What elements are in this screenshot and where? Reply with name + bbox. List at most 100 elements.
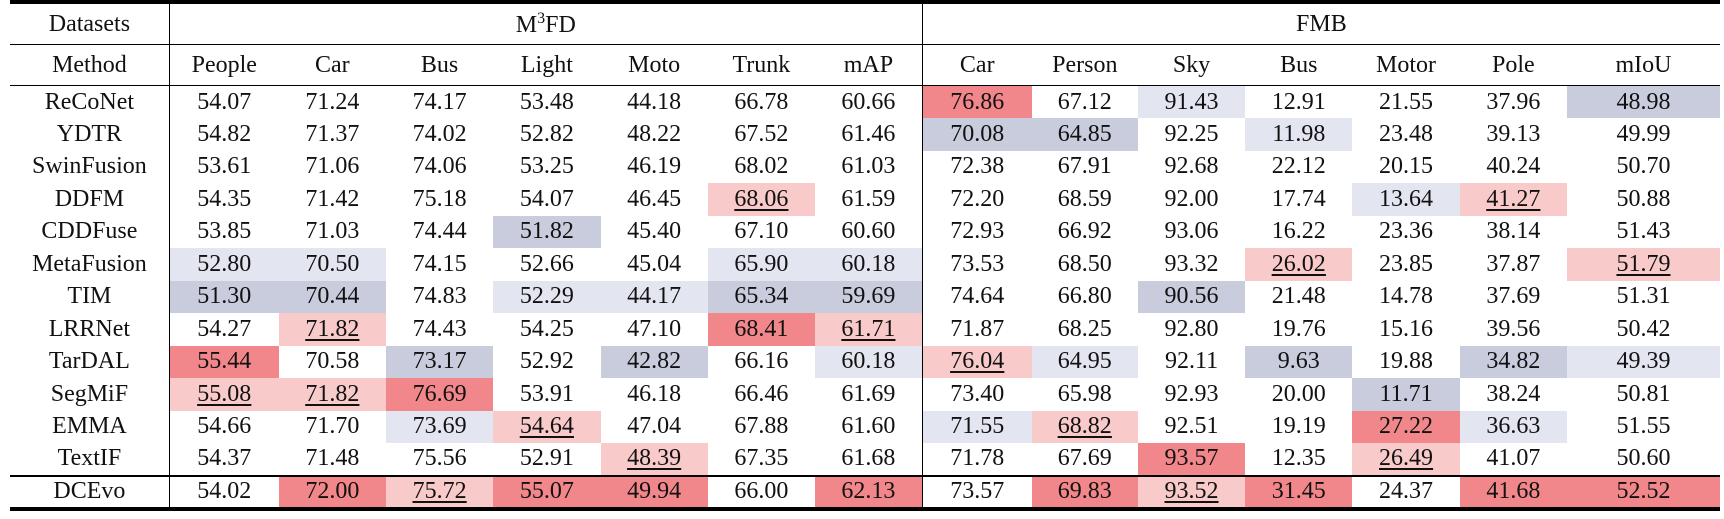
metric-cell: 54.07 — [169, 85, 279, 118]
metric-cell: 36.63 — [1459, 410, 1567, 443]
metric-cell: 68.59 — [1032, 183, 1138, 216]
metric-value: 93.06 — [1164, 218, 1219, 245]
metric-value: 66.46 — [734, 380, 789, 407]
method-name: MetaFusion — [10, 248, 170, 281]
metric-value: 47.04 — [627, 413, 682, 440]
metric-cell: 68.25 — [1032, 313, 1138, 346]
metric-cell: 37.96 — [1459, 85, 1567, 118]
metric-value: 76.69 — [412, 380, 467, 407]
metric-value: 69.83 — [1057, 478, 1112, 504]
metric-value: 13.64 — [1379, 185, 1434, 212]
metric-cell: 50.70 — [1567, 151, 1720, 184]
metric-value: 52.52 — [1616, 478, 1671, 504]
metric-cell: 39.13 — [1460, 118, 1567, 151]
metric-cell: 61.03 — [815, 150, 923, 183]
metric-value: 65.34 — [734, 283, 789, 310]
metric-value: 55.44 — [197, 348, 252, 375]
metric-value: 37.87 — [1486, 250, 1541, 277]
metric-value: 71.82 — [305, 315, 360, 342]
metric-cell: 12.35 — [1245, 443, 1352, 476]
metric-value: 74.83 — [412, 283, 467, 310]
metric-value: 19.76 — [1271, 315, 1326, 342]
metric-value: 70.50 — [305, 250, 360, 277]
metric-value: 60.60 — [841, 218, 896, 245]
metric-value: 19.88 — [1379, 348, 1434, 375]
metric-value: 14.78 — [1379, 283, 1434, 310]
metric-cell: 74.02 — [386, 118, 493, 151]
metric-cell: 67.35 — [708, 443, 815, 476]
comparison-table: Datasets M3FD FMB Method People Car Bus Ligh… — [10, 0, 1720, 511]
metric-cell: 27.22 — [1352, 410, 1460, 443]
metric-cell: 24.37 — [1352, 474, 1460, 511]
metric-value: 66.92 — [1057, 218, 1112, 245]
metric-value: 51.30 — [197, 283, 252, 310]
metric-cell: 53.25 — [493, 151, 600, 184]
metric-value: 76.86 — [950, 88, 1005, 115]
metric-value: 73.57 — [950, 478, 1005, 504]
metric-cell: 59.69 — [815, 280, 923, 313]
metric-cell: 66.16 — [708, 346, 815, 379]
metric-cell: 19.19 — [1245, 411, 1352, 444]
metric-cell: 41.68 — [1459, 474, 1567, 511]
metric-value: 71.48 — [305, 445, 360, 472]
metric-cell: 92.93 — [1138, 378, 1245, 411]
metric-cell: 75.18 — [386, 183, 493, 216]
metric-value: 50.60 — [1616, 445, 1671, 472]
metric-value: 51.79 — [1616, 250, 1671, 277]
metric-cell: 65.34 — [707, 280, 816, 313]
metric-value: 11.98 — [1272, 120, 1326, 147]
metric-cell: 73.69 — [385, 410, 494, 443]
metric-cell: 49.39 — [1566, 345, 1720, 378]
metric-cell: 51.30 — [169, 280, 279, 313]
metric-cell: 51.79 — [1566, 248, 1720, 281]
metric-cell: 76.04 — [922, 345, 1032, 378]
column-header: Trunk — [707, 44, 816, 86]
metric-cell: 74.44 — [386, 216, 493, 249]
metric-value: 61.71 — [841, 315, 896, 342]
metric-cell: 41.07 — [1460, 443, 1567, 476]
metric-value: 54.82 — [197, 120, 252, 147]
metric-cell: 53.91 — [493, 378, 600, 411]
metric-value: 54.37 — [197, 445, 252, 472]
metric-cell: 64.95 — [1031, 345, 1138, 378]
method-name: ReCoNet — [10, 85, 170, 118]
metric-cell: 71.03 — [279, 216, 386, 249]
metric-value: 65.90 — [734, 250, 789, 277]
metric-cell: 52.91 — [493, 443, 600, 476]
metric-value: 92.93 — [1164, 380, 1219, 407]
metric-value: 54.66 — [197, 413, 252, 440]
metric-value: 23.85 — [1379, 250, 1434, 277]
table-row: DCEvo 54.02 72.00 75.72 55.07 49.94 66.00 62.13… — [10, 474, 1720, 511]
metric-cell: 54.02 — [169, 474, 279, 511]
metric-value: 92.51 — [1164, 413, 1219, 440]
table-row: TIM 51.30 70.44 74.83 52.29 44.17 65.34 59.69 74… — [10, 280, 1720, 314]
method-name: SegMiF — [10, 378, 170, 411]
metric-cell: 93.06 — [1138, 216, 1245, 249]
metric-value: 71.78 — [950, 445, 1005, 472]
metric-cell: 13.64 — [1352, 183, 1460, 216]
metric-cell: 19.76 — [1245, 313, 1352, 346]
metric-value: 54.64 — [519, 413, 574, 440]
table-row: SegMiF 55.08 71.82 76.69 53.91 46.18 66.46 61.6… — [10, 378, 1720, 411]
metric-cell: 93.57 — [1137, 443, 1246, 476]
metric-cell: 55.07 — [493, 474, 601, 511]
metric-value: 91.43 — [1164, 88, 1219, 115]
column-header: mAP — [815, 44, 923, 86]
metric-cell: 16.22 — [1245, 216, 1352, 249]
column-header: mIoU — [1566, 44, 1720, 86]
metric-value: 68.25 — [1057, 315, 1112, 342]
metric-cell: 61.59 — [815, 183, 923, 216]
metric-cell: 65.98 — [1032, 378, 1138, 411]
metric-cell: 72.38 — [922, 151, 1031, 184]
metric-value: 37.69 — [1486, 283, 1541, 310]
metric-value: 51.43 — [1616, 218, 1671, 245]
metric-cell: 92.80 — [1138, 313, 1245, 346]
metric-cell: 51.31 — [1567, 281, 1720, 314]
metric-cell: 52.29 — [493, 280, 601, 313]
metric-value: 61.46 — [841, 120, 896, 147]
metric-cell: 46.19 — [601, 151, 708, 184]
metric-cell: 71.42 — [279, 183, 386, 216]
metric-value: 52.92 — [519, 348, 574, 375]
metric-value: 50.88 — [1616, 185, 1671, 212]
metric-value: 93.32 — [1164, 250, 1219, 277]
